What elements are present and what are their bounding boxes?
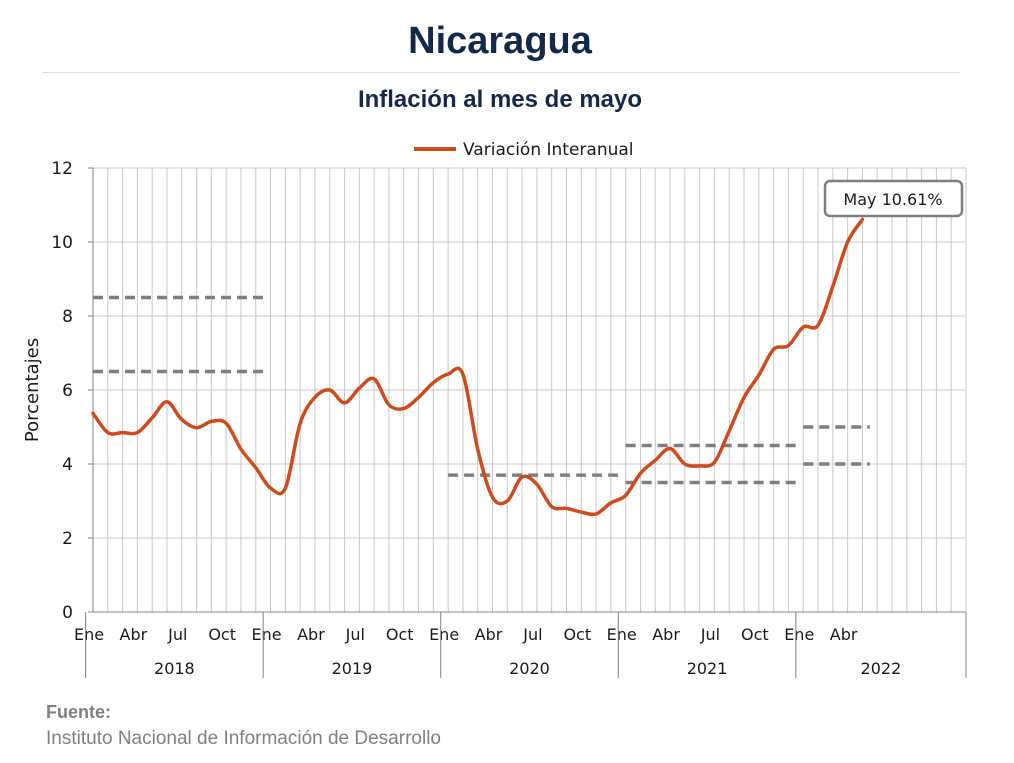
annotation-box <box>823 179 964 218</box>
x-tick-label: Abr <box>830 625 858 644</box>
x-year-label: 2020 <box>509 659 550 678</box>
x-year-label: 2022 <box>861 659 902 678</box>
x-tick-label: Ene <box>429 625 459 644</box>
legend-label: Variación Interanual <box>463 140 634 160</box>
source-text: Instituto Nacional de Información de Des… <box>46 728 441 749</box>
x-tick-label: Oct <box>741 625 769 644</box>
x-tick-label: Oct <box>563 625 591 644</box>
title-divider <box>42 72 960 73</box>
source-label: Fuente: <box>46 702 111 722</box>
y-tick-label: 4 <box>62 455 73 475</box>
x-tick-label: Jul <box>522 625 542 644</box>
legend: Variación Interanual <box>414 140 634 160</box>
x-tick-label: Jul <box>167 625 187 644</box>
x-tick-label: Oct <box>386 625 414 644</box>
x-tick-label: Abr <box>652 625 680 644</box>
x-tick-label: Abr <box>475 625 503 644</box>
inflation-line-chart: 0 2 4 6 8 10 12 Porcentajes Ene Abr Jul Oct Ene Abr Ju… <box>22 140 967 678</box>
x-tick-label: Jul <box>345 625 365 644</box>
annotation-label: May 10.61% <box>843 190 942 209</box>
x-year-label: 2018 <box>154 659 195 678</box>
y-axis-title: Porcentajes <box>22 338 43 442</box>
y-tick-label: 2 <box>62 529 73 549</box>
y-tick-label: 8 <box>62 307 73 327</box>
x-tick-label: Ene <box>784 625 814 644</box>
y-tick-label: 0 <box>62 603 73 623</box>
series-line-variacion-interanual <box>91 217 865 517</box>
series-layer <box>91 217 865 517</box>
chart-title: Nicaragua <box>408 20 592 62</box>
x-tick-label: Ene <box>607 625 637 644</box>
x-tick-label: Ene <box>74 625 104 644</box>
x-year-label: 2019 <box>332 659 373 678</box>
x-tick-label: Abr <box>120 625 148 644</box>
grid <box>92 167 967 613</box>
x-tick-label: Jul <box>700 625 720 644</box>
annotation: May 10.61% <box>823 179 964 218</box>
y-tick-label: 6 <box>62 381 73 401</box>
y-tick-label: 12 <box>51 159 73 179</box>
x-year-label: 2021 <box>687 659 728 678</box>
y-tick-label: 10 <box>51 233 73 253</box>
chart-subtitle: Inflación al mes de mayo <box>357 86 643 113</box>
x-tick-label: Oct <box>208 625 236 644</box>
x-tick-label: Ene <box>252 625 282 644</box>
reference-lines <box>93 295 870 485</box>
axes: 0 2 4 6 8 10 12 Porcentajes Ene Abr Jul Oct Ene Abr Ju… <box>22 159 967 678</box>
x-tick-label: Abr <box>297 625 325 644</box>
